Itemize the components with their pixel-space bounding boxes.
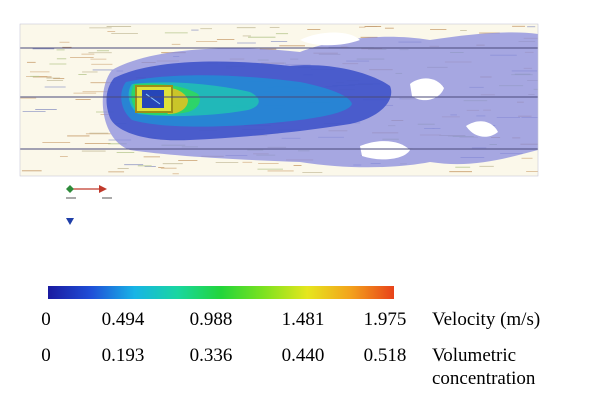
plume-gap <box>300 32 360 46</box>
concentration-tick-label: 0.518 <box>363 345 407 366</box>
concentration-label-line-2: concentration <box>432 368 536 389</box>
domain-border <box>19 23 539 177</box>
plume-gap <box>360 141 410 160</box>
x-axis-arrowhead <box>99 185 107 193</box>
velocity-tick-label: 1.975 <box>363 309 407 330</box>
concentration-tick-label: 0.440 <box>281 345 325 366</box>
concentration-tick-label: 0 <box>41 345 51 366</box>
plume-gap <box>410 78 444 101</box>
velocity-tick-label: 0 <box>41 309 51 330</box>
velocity-tick-label: 1.481 <box>281 309 325 330</box>
concentration-tick-label: 0.193 <box>101 345 145 366</box>
colorbar <box>48 286 394 299</box>
concentration-tick-label: 0.336 <box>189 345 233 366</box>
axis-triad <box>66 185 112 225</box>
velocity-label: Velocity (m/s) <box>432 309 541 330</box>
concentration-label-line-1: Volumetric <box>432 345 517 366</box>
source-streak <box>145 93 161 105</box>
flow-domain <box>20 24 538 176</box>
velocity-tick-label: 0.494 <box>101 309 145 330</box>
origin-marker-icon <box>66 185 74 193</box>
z-axis-arrowhead-icon <box>66 218 74 225</box>
velocity-tick-label: 0.988 <box>189 309 233 330</box>
plume-gap <box>466 121 498 137</box>
